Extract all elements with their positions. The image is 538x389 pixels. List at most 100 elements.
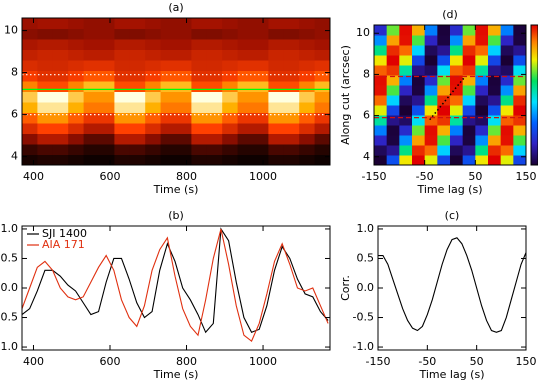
heat-cell xyxy=(114,39,131,50)
heat-cell xyxy=(145,60,162,71)
heat-cell xyxy=(268,28,285,40)
heat-cell xyxy=(399,95,413,106)
heat-cell xyxy=(374,85,388,96)
heat-cell xyxy=(176,91,192,103)
heat-cell xyxy=(160,91,177,103)
heat-cell xyxy=(99,112,115,124)
heat-cell xyxy=(314,112,330,124)
heat-cell xyxy=(437,45,451,56)
heat-cell xyxy=(437,85,451,96)
heat-cell xyxy=(462,65,476,76)
heat-cell xyxy=(83,102,100,113)
heat-cell xyxy=(253,39,269,50)
heat-cell xyxy=(268,123,285,134)
heat-cell xyxy=(500,35,514,46)
heat-cell xyxy=(314,154,330,165)
heat-cell xyxy=(399,35,413,46)
heat-cell xyxy=(68,154,85,165)
heat-cell xyxy=(206,39,223,50)
heat-cell xyxy=(237,133,254,145)
heat-cell xyxy=(437,75,451,86)
heat-cell xyxy=(68,144,85,155)
heat-cell xyxy=(37,70,54,82)
heat-cell xyxy=(299,39,316,50)
heat-cell xyxy=(488,65,502,76)
x-tick-label: -50 xyxy=(416,170,434,183)
heat-cell xyxy=(237,28,254,40)
heat-cell xyxy=(399,115,413,126)
heat-cell xyxy=(99,70,115,82)
heat-cell xyxy=(37,154,54,165)
y-tick-label: 4 xyxy=(11,150,18,163)
heat-cell xyxy=(412,75,426,86)
series-line xyxy=(378,237,526,333)
heat-cell xyxy=(22,112,38,124)
heat-cell xyxy=(145,123,162,134)
heat-cell xyxy=(488,95,502,106)
heat-cell xyxy=(206,60,223,71)
heat-cell xyxy=(386,155,400,165)
heat-cell xyxy=(37,112,54,124)
heat-cell xyxy=(412,155,426,165)
heat-cell xyxy=(386,75,400,86)
heat-cell xyxy=(114,133,131,145)
heat-cell xyxy=(268,81,285,92)
heat-cell xyxy=(129,28,146,40)
heat-cell xyxy=(68,49,85,61)
heat-cell xyxy=(160,112,177,124)
heat-cell xyxy=(399,25,413,36)
heat-cell xyxy=(299,133,316,145)
heat-cell xyxy=(206,102,223,113)
heat-cell xyxy=(374,155,388,165)
y-tick-label: 1.0 xyxy=(1,222,19,235)
heat-cell xyxy=(191,81,208,92)
y-tick-label: 8 xyxy=(363,67,370,80)
heat-cell xyxy=(191,70,208,82)
heat-cell xyxy=(68,102,85,113)
heat-cell xyxy=(462,45,476,56)
heat-cell xyxy=(253,18,269,29)
heat-cell xyxy=(114,123,131,134)
heat-cell xyxy=(314,49,330,61)
heat-cell xyxy=(399,75,413,86)
heat-cell xyxy=(22,18,38,29)
heat-cell xyxy=(513,125,526,136)
heat-cell xyxy=(283,70,300,82)
heat-cell xyxy=(160,133,177,145)
heat-cell xyxy=(424,145,438,156)
plot-area xyxy=(378,237,526,333)
heat-cell xyxy=(145,102,162,113)
heat-cell xyxy=(83,39,100,50)
heat-cell xyxy=(424,25,438,36)
heat-cell xyxy=(450,55,464,66)
heat-cell xyxy=(99,102,115,113)
heat-cell xyxy=(191,39,208,50)
heat-cell xyxy=(450,135,464,146)
heat-cell xyxy=(412,115,426,126)
heat-cell xyxy=(206,133,223,145)
panel-title: (b) xyxy=(168,209,184,222)
heat-cell xyxy=(160,102,177,113)
heat-cell xyxy=(129,81,146,92)
y-tick-label: 0.0 xyxy=(1,281,19,294)
heat-cell xyxy=(114,81,131,92)
y-tick-label: 10 xyxy=(356,26,370,39)
heat-cell xyxy=(299,70,316,82)
series-line xyxy=(22,228,329,343)
heat-cell xyxy=(488,45,502,56)
heat-cell xyxy=(206,144,223,155)
heat-cell xyxy=(99,49,115,61)
heat-cell xyxy=(83,18,100,29)
heat-cell xyxy=(513,55,526,66)
heat-cell xyxy=(206,112,223,124)
heat-cell xyxy=(462,125,476,136)
heat-cell xyxy=(52,28,69,40)
heat-cell xyxy=(22,28,38,40)
heat-cell xyxy=(176,112,192,124)
heat-cell xyxy=(283,39,300,50)
heat-cell xyxy=(176,39,192,50)
heat-cell xyxy=(475,155,489,165)
heat-cell xyxy=(386,105,400,116)
heat-cell xyxy=(222,60,239,71)
